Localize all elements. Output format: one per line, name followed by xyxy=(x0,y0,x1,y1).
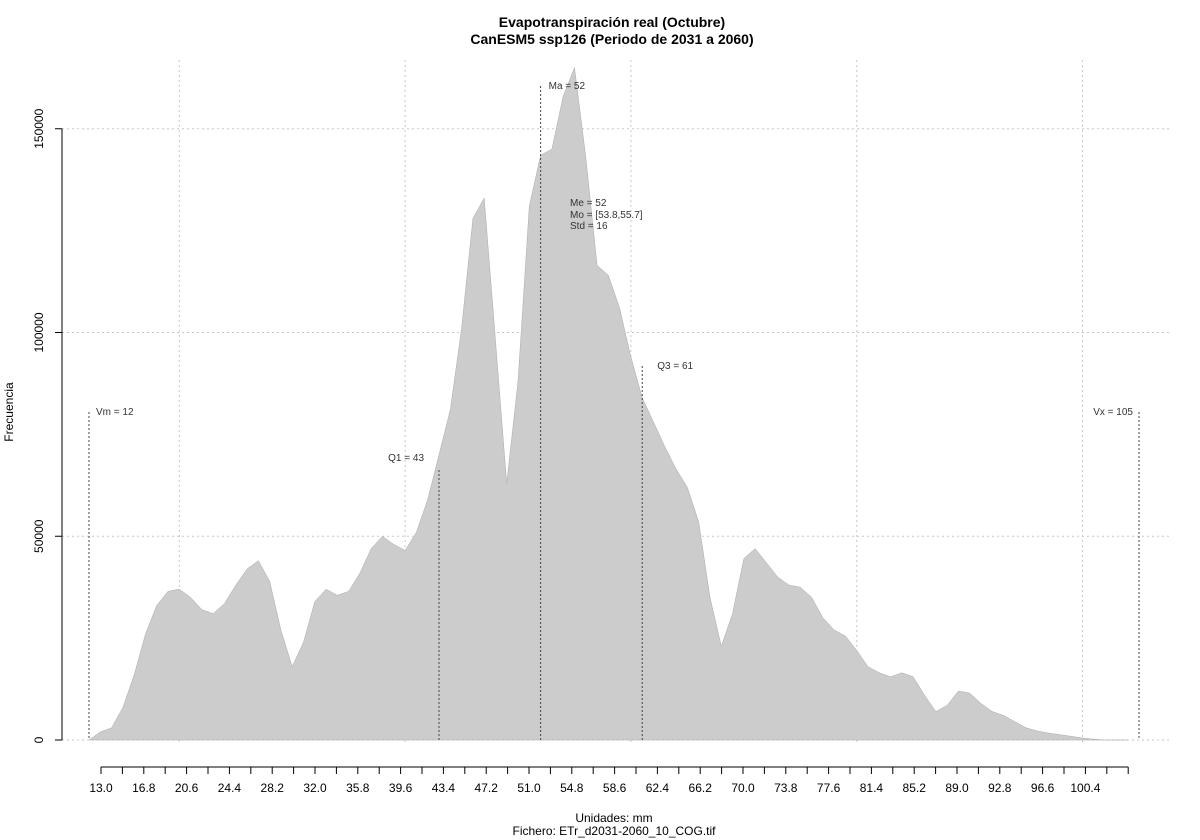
y-axis: 0 50000 100000 150000 xyxy=(32,108,63,743)
x-tick-label: 13.0 xyxy=(89,781,113,795)
vm-label: Vm = 12 xyxy=(96,407,134,418)
x-tick-label: 47.2 xyxy=(475,781,499,795)
statistics-markers: Vm = 12 Q1 = 43 Ma = 52 Me = 52 Mo = [53… xyxy=(88,81,1140,740)
std-label: Std = 16 xyxy=(570,221,608,232)
x-axis-label: Unidades: mm xyxy=(575,811,652,825)
x-tick-label: 16.8 xyxy=(132,781,156,795)
x-tick-label: 51.0 xyxy=(517,781,541,795)
x-tick-label: 20.6 xyxy=(175,781,199,795)
x-tick-label: 54.8 xyxy=(560,781,584,795)
x-tick-label: 100.4 xyxy=(1070,781,1100,795)
x-tick-label: 92.8 xyxy=(988,781,1012,795)
y-tick-label: 100000 xyxy=(32,312,46,352)
x-tick-label: 28.2 xyxy=(261,781,285,795)
y-tick-label: 150000 xyxy=(32,108,46,148)
x-tick-label: 35.8 xyxy=(346,781,370,795)
chart-subtitle: CanESM5 ssp126 (Periodo de 2031 a 2060) xyxy=(470,31,753,47)
x-tick-label: 70.0 xyxy=(731,781,755,795)
x-axis: 13.0 16.8 20.6 24.4 28.2 32.0 35.8 39.6 43.4 47.2… xyxy=(89,766,1129,795)
x-tick-label: 89.0 xyxy=(945,781,969,795)
q3-label: Q3 = 61 xyxy=(657,361,693,372)
me-label: Me = 52 xyxy=(570,198,607,209)
x-tick-label: 77.6 xyxy=(817,781,841,795)
y-tick-label: 50000 xyxy=(32,519,46,553)
vx-label: Vx = 105 xyxy=(1093,407,1133,418)
x-tick-label: 58.6 xyxy=(603,781,627,795)
x-tick-label: 85.2 xyxy=(903,781,927,795)
x-tick-label: 24.4 xyxy=(218,781,242,795)
y-tick-label: 0 xyxy=(32,736,46,743)
mo-label: Mo = [53.8,55.7] xyxy=(570,210,643,221)
file-name-label: Fichero: ETr_d2031-2060_10_COG.tif xyxy=(513,824,717,838)
ma-label: Ma = 52 xyxy=(549,81,586,92)
x-tick-label: 43.4 xyxy=(432,781,456,795)
x-tick-label: 81.4 xyxy=(860,781,884,795)
y-axis-label: Frecuencia xyxy=(2,382,16,442)
q1-label: Q1 = 43 xyxy=(388,453,424,464)
x-tick-label: 73.8 xyxy=(774,781,798,795)
x-tick-label: 32.0 xyxy=(303,781,327,795)
x-tick-label: 66.2 xyxy=(689,781,713,795)
x-tick-label: 96.6 xyxy=(1031,781,1055,795)
frequency-area xyxy=(88,67,1128,741)
chart-title: Evapotranspiración real (Octubre) xyxy=(499,14,725,30)
x-tick-label: 62.4 xyxy=(646,781,670,795)
x-tick-label: 39.6 xyxy=(389,781,413,795)
